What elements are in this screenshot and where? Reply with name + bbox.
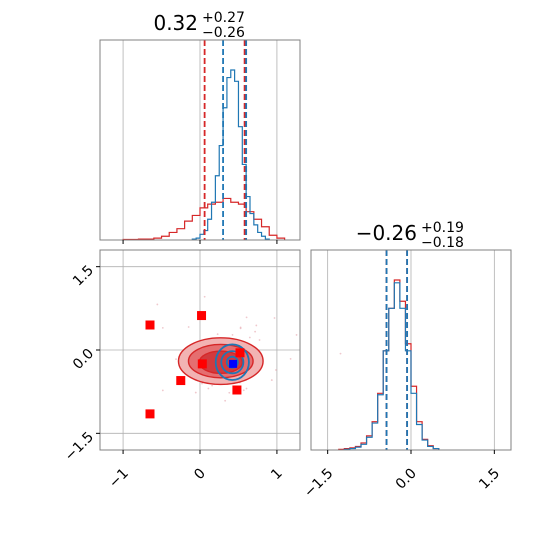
scatter-sample-point [201,382,203,385]
truth-point-5 [197,359,207,369]
scatter-sample-point [203,295,206,298]
hist-y-title-minus: −0.18 [421,235,464,251]
truth-point-6 [235,348,245,358]
hist-x-hist-series-0 [122,197,286,241]
scatter-sample-point [270,379,273,381]
scatter-sample-point [175,358,177,360]
scatter-sample-point [161,389,164,392]
scatter-sample-point [156,303,159,306]
scatter-ytick-label-1: 0.0 [70,346,97,373]
scatter-sample-point [194,391,197,394]
scatter-ytick-label-0: −1.5 [62,429,97,464]
truth-point-0 [145,320,155,330]
scatter-sample-point [275,369,277,371]
scatter-ytick-label-2: 1.5 [70,262,97,289]
scatter-sample-point [248,336,251,339]
hist-y-hist-series-1 [343,282,440,450]
scatter-sample-point [242,389,245,392]
narrow-contour-1 [220,350,245,375]
hist-y-xtick-label-1: 0.0 [393,466,420,493]
hist-x-title-plus: +0.27 [202,10,245,26]
scatter-sample-point [339,352,342,355]
scatter-sample-point [295,334,298,336]
histogram-x-panel: 0.32 +0.27 −0.26 [99,10,301,244]
hist-x-title-median: 0.32 [153,11,198,35]
scatter-sample-point [258,339,261,341]
scatter-sample-point [211,384,214,387]
histogram-y-panel: −0.26 +0.19 −0.18 −1.5 0.0 1.5 [301,220,512,501]
scatter-xtick-label-2: 1 [268,466,286,484]
truth-point-1 [197,311,207,321]
scatter-sample-point [161,326,164,329]
scatter-xtick-label-1: 0 [191,466,209,484]
scatter-xy-panel: −1 0 1 −1.5 0.0 1.5 [62,249,342,492]
scatter-sample-point [245,387,248,390]
scatter-sample-point [187,326,190,328]
scatter-sample-point [224,399,227,402]
truth-point-2 [176,376,186,386]
hist-y-hist-series-0 [338,279,440,450]
scatter-sample-point [245,316,248,319]
scatter-sample-point [273,317,276,319]
scatter-sample-point [289,357,292,360]
hist-x-title-minus: −0.26 [202,25,245,41]
hist-y-title-median: −0.26 [356,221,417,245]
scatter-xtick-label-0: −1 [106,466,132,492]
scatter-sample-point [207,387,210,390]
scatter-sample-point [228,391,231,394]
best-fit-point [229,359,238,368]
truth-point-4 [232,385,242,395]
hist-y-xtick-label-2: 1.5 [476,466,503,493]
scatter-sample-point [254,330,257,333]
hist-y-xtick-label-0: −1.5 [301,466,336,501]
scatter-sample-point [231,333,234,336]
scatter-sample-point [216,333,219,336]
narrow-contour-0 [214,343,250,381]
hist-y-title-plus: +0.19 [421,220,464,236]
scatter-sample-point [239,326,242,329]
truth-point-3 [145,409,155,419]
scatter-sample-point [255,324,258,327]
